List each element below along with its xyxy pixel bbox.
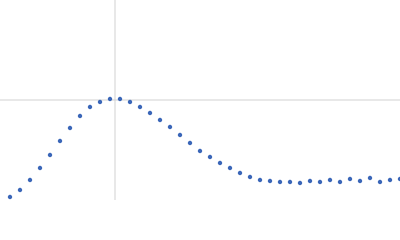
data-point — [317, 179, 323, 185]
data-point — [7, 194, 13, 200]
data-point — [237, 170, 243, 176]
data-point — [97, 99, 103, 105]
data-point — [37, 165, 43, 171]
data-point — [127, 99, 133, 105]
chart — [0, 0, 400, 200]
data-point — [287, 179, 293, 185]
data-point — [157, 117, 163, 123]
data-point — [247, 174, 253, 180]
data-point — [137, 104, 143, 110]
data-point — [187, 140, 193, 146]
data-point — [217, 160, 223, 166]
data-point — [197, 148, 203, 154]
data-point — [327, 177, 333, 183]
data-point — [117, 96, 123, 102]
data-point — [347, 176, 353, 182]
data-point — [207, 154, 213, 160]
data-point — [257, 177, 263, 183]
data-point — [77, 113, 83, 119]
data-point — [267, 178, 273, 184]
data-point — [367, 175, 373, 181]
data-point — [377, 179, 383, 185]
data-point — [227, 165, 233, 171]
data-point — [27, 177, 33, 183]
data-point — [17, 187, 23, 193]
data-point — [307, 178, 313, 184]
data-point — [147, 110, 153, 116]
data-point — [297, 180, 303, 186]
data-point — [177, 132, 183, 138]
data-point — [337, 179, 343, 185]
data-point — [387, 177, 393, 183]
data-point — [87, 104, 93, 110]
data-point — [277, 179, 283, 185]
data-point — [397, 176, 400, 182]
data-point — [357, 178, 363, 184]
data-point — [67, 125, 73, 131]
data-point — [47, 152, 53, 158]
data-point — [107, 96, 113, 102]
data-point — [167, 124, 173, 130]
data-point — [57, 138, 63, 144]
